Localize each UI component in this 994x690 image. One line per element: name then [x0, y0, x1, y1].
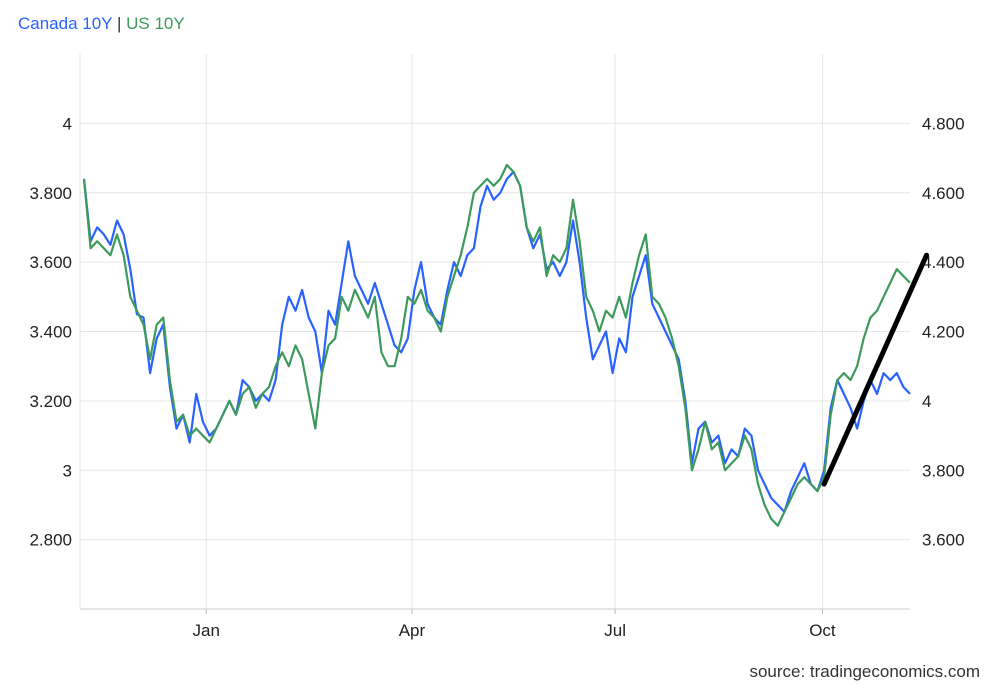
trend-line [821, 252, 930, 487]
y-left-tick-label: 3 [63, 461, 72, 480]
y-axis-right: 3.600 3.800 4 4.200 4.400 4.600 4.800 [922, 114, 965, 549]
y-right-tick-label: 3.800 [922, 461, 965, 480]
y-axis-left: 2.800 3 3.200 3.400 3.600 3.800 4 [29, 114, 72, 549]
legend-separator: | [116, 14, 122, 33]
y-right-tick-label: 4.800 [922, 114, 965, 133]
annotations [821, 252, 930, 487]
y-left-tick-label: 3.800 [29, 184, 72, 203]
x-tick-label: Jan [193, 621, 220, 640]
series-line-us-10y[interactable] [82, 163, 911, 527]
y-right-tick-label: 4.200 [922, 323, 965, 342]
legend-us[interactable]: US 10Y [126, 14, 185, 33]
source-credit[interactable]: source: tradingeconomics.com [749, 662, 980, 681]
x-tick-label: Jul [604, 621, 626, 640]
y-left-tick-label: 3.400 [29, 323, 72, 342]
series-line-canada-10y[interactable] [82, 170, 911, 513]
y-right-tick-label: 4.600 [922, 184, 965, 203]
grid-lines [79, 54, 910, 610]
y-left-tick-label: 4 [63, 114, 72, 133]
x-tick-label: Apr [399, 621, 426, 640]
x-axis: Jan Apr Jul Oct [193, 609, 836, 640]
legend-canada[interactable]: Canada 10Y [18, 14, 113, 33]
chart-legend: Canada 10Y | US 10Y [18, 14, 185, 34]
x-tick-label: Oct [809, 621, 836, 640]
y-left-tick-label: 3.200 [29, 392, 72, 411]
y-left-tick-label: 3.600 [29, 253, 72, 272]
series-lines [82, 163, 911, 527]
y-left-tick-label: 2.800 [29, 531, 72, 550]
y-right-tick-label: 4.400 [922, 253, 965, 272]
y-right-tick-label: 3.600 [922, 531, 965, 550]
y-right-tick-label: 4 [922, 392, 931, 411]
